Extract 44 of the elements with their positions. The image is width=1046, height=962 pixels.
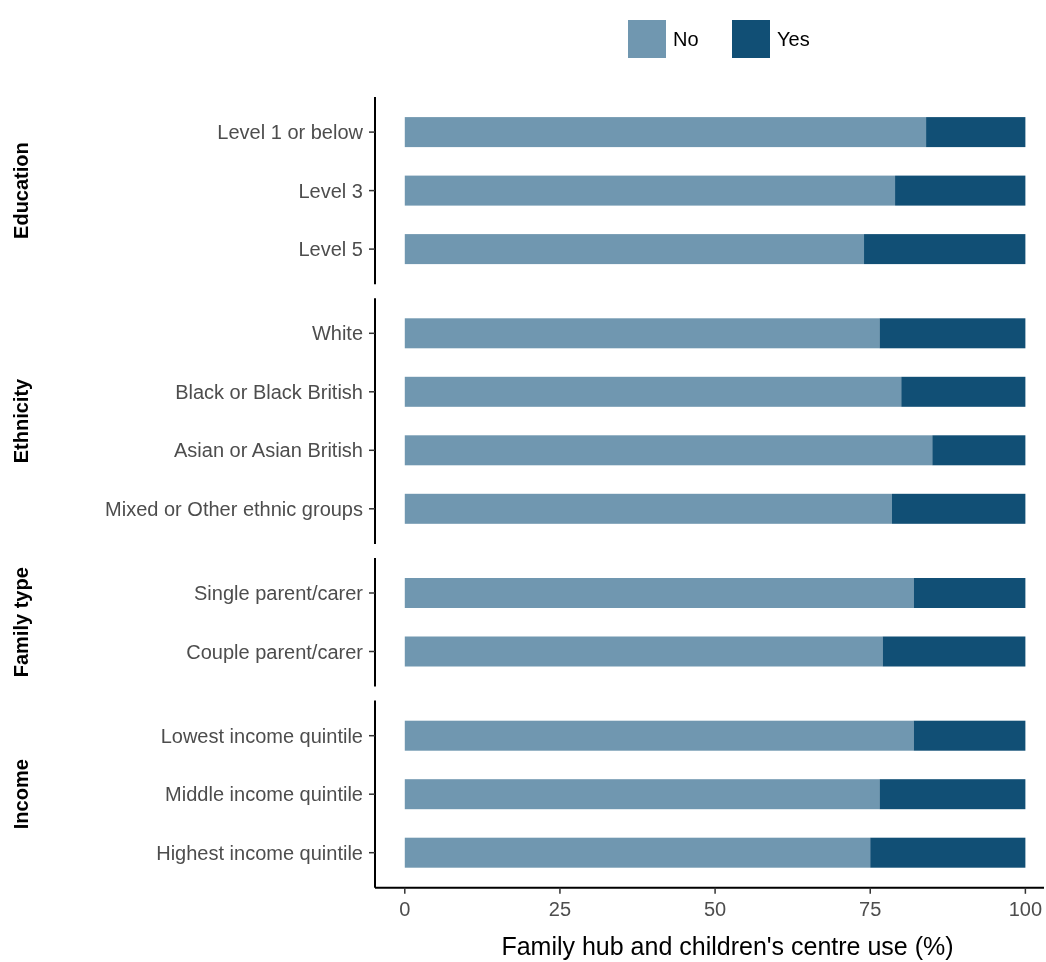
bar [404, 493, 892, 524]
bar [913, 720, 1026, 751]
bar [891, 493, 1026, 524]
x-tick-label: 50 [703, 897, 727, 920]
x-tick-label: 75 [859, 897, 882, 920]
bar [932, 435, 1026, 466]
bar [404, 318, 880, 349]
y-tick-label: Level 5 [298, 238, 363, 261]
bar [404, 117, 927, 148]
y-tick-label: Lowest income quintile [160, 724, 363, 747]
bar [404, 234, 865, 265]
bar [879, 318, 1026, 349]
y-tick-label: Middle income quintile [165, 783, 363, 806]
y-tick-label: Couple parent/carer [186, 640, 364, 663]
bar [404, 779, 880, 810]
bar [404, 435, 933, 466]
y-tick-label: Asian or Asian British [174, 439, 363, 462]
bar [926, 117, 1026, 148]
y-tick-label: Black or Black British [175, 380, 363, 403]
y-tick-label: Single parent/carer [194, 582, 364, 604]
bar [864, 234, 1026, 265]
bar [901, 376, 1026, 407]
bar [404, 837, 871, 868]
y-tick-label: Mixed or Other ethnic groups [105, 497, 363, 520]
x-tick-label: 25 [548, 897, 572, 920]
y-tick-label: Level 3 [298, 179, 363, 202]
bar [895, 175, 1026, 206]
bar [870, 837, 1026, 868]
y-tick-label: White [311, 322, 363, 345]
legend-label: Yes [777, 28, 810, 50]
bar [879, 779, 1026, 810]
y-axis-title: Family type [10, 567, 32, 678]
bar [404, 175, 896, 206]
y-axis-title: Income [10, 759, 32, 830]
x-axis-title: Family hub and children's centre use (%) [501, 932, 954, 960]
y-axis-title: Education [10, 142, 32, 239]
y-tick-label: Level 1 or below [217, 121, 364, 144]
y-tick-label: Highest income quintile [156, 841, 363, 864]
x-tick-label: 0 [399, 897, 411, 920]
x-tick-label: 100 [1008, 897, 1043, 920]
y-axis-title: Ethnicity [10, 377, 32, 464]
bar [404, 376, 902, 407]
bar [404, 720, 914, 751]
legend-label: No [673, 28, 699, 50]
